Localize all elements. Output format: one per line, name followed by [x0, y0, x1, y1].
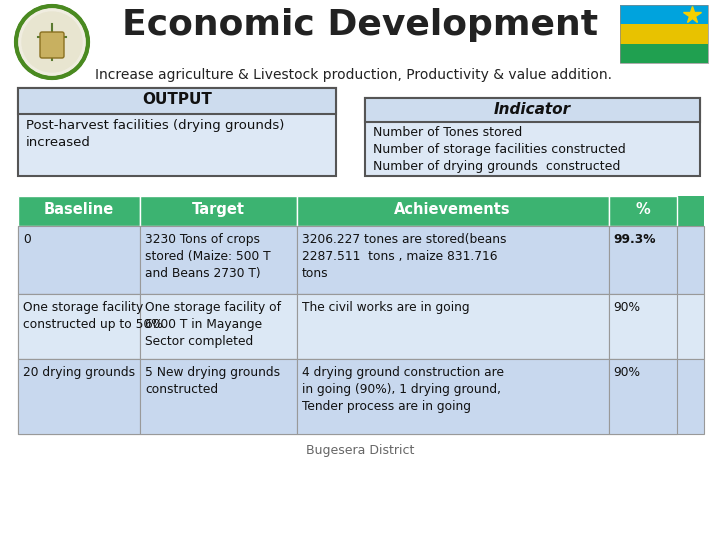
Bar — [365, 98, 700, 122]
Text: %: % — [636, 202, 650, 217]
Bar — [18, 359, 140, 434]
Text: One storage facility
constructed up to 50%: One storage facility constructed up to 5… — [23, 301, 163, 331]
Text: Number of Tones stored: Number of Tones stored — [373, 126, 522, 139]
Bar — [18, 226, 704, 294]
Text: Number of storage facilities constructed: Number of storage facilities constructed — [373, 143, 626, 156]
Bar — [140, 294, 297, 359]
Text: Economic Development: Economic Development — [122, 8, 598, 42]
Text: 5 New drying grounds
constructed: 5 New drying grounds constructed — [145, 366, 280, 396]
Bar — [297, 196, 608, 226]
Bar — [18, 359, 704, 434]
Bar — [620, 44, 708, 63]
Bar — [140, 226, 297, 294]
Bar — [620, 5, 708, 63]
Text: Increase agriculture & Livestock production, Productivity & value addition.: Increase agriculture & Livestock product… — [95, 68, 612, 82]
Text: Baseline: Baseline — [44, 202, 114, 217]
Bar — [608, 226, 678, 294]
Bar — [140, 359, 297, 434]
Bar — [18, 294, 140, 359]
Text: 0: 0 — [23, 233, 31, 246]
Text: 90%: 90% — [613, 366, 641, 379]
Bar — [18, 88, 336, 114]
Bar — [365, 98, 700, 176]
Text: Bugesera District: Bugesera District — [306, 444, 414, 457]
Bar — [297, 294, 608, 359]
Text: Indicator: Indicator — [494, 102, 571, 117]
Text: 3230 Tons of crops
stored (Maize: 500 T
and Beans 2730 T): 3230 Tons of crops stored (Maize: 500 T … — [145, 233, 271, 280]
Bar — [18, 294, 704, 359]
Text: Target: Target — [192, 202, 245, 217]
Text: OUTPUT: OUTPUT — [142, 92, 212, 107]
Text: Post-harvest facilities (drying grounds)
increased: Post-harvest facilities (drying grounds)… — [26, 119, 284, 149]
Text: 20 drying grounds: 20 drying grounds — [23, 366, 135, 379]
Bar — [297, 359, 608, 434]
Text: Number of drying grounds  constructed: Number of drying grounds constructed — [373, 160, 621, 173]
Text: 3206.227 tones are stored(beans
2287.511  tons , maize 831.716
tons: 3206.227 tones are stored(beans 2287.511… — [302, 233, 506, 280]
Bar — [18, 226, 140, 294]
Bar — [620, 24, 708, 44]
Bar — [18, 196, 704, 226]
Bar — [608, 359, 678, 434]
Bar — [18, 88, 336, 176]
Bar — [297, 226, 608, 294]
Text: 90%: 90% — [613, 301, 641, 314]
Bar — [608, 294, 678, 359]
Text: 99.3%: 99.3% — [613, 233, 656, 246]
Bar — [620, 5, 708, 24]
Text: One storage facility of
6000 T in Mayange
Sector completed: One storage facility of 6000 T in Mayang… — [145, 301, 281, 348]
Circle shape — [22, 12, 82, 72]
Text: Achievements: Achievements — [395, 202, 511, 217]
Bar — [18, 196, 140, 226]
Text: The civil works are in going: The civil works are in going — [302, 301, 469, 314]
FancyBboxPatch shape — [40, 32, 64, 58]
Circle shape — [16, 6, 88, 78]
Bar — [608, 196, 678, 226]
Bar — [140, 196, 297, 226]
Text: 4 drying ground construction are
in going (90%), 1 drying ground,
Tender process: 4 drying ground construction are in goin… — [302, 366, 503, 413]
